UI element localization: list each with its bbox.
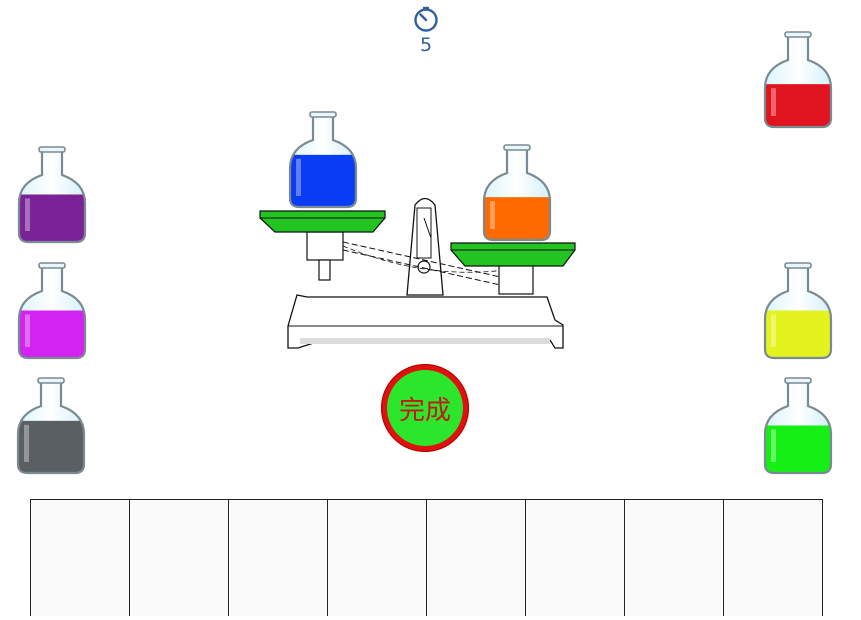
bottle-yellow[interactable]	[761, 261, 835, 361]
answer-slot-1[interactable]	[31, 500, 130, 616]
answer-slot-6[interactable]	[526, 500, 625, 616]
answer-slot-7[interactable]	[625, 500, 724, 616]
bottle-orange[interactable]	[480, 143, 554, 243]
done-button[interactable]: 完成	[381, 364, 469, 452]
timer: 5	[406, 6, 446, 56]
bottle-red[interactable]	[761, 30, 835, 130]
timer-value: 5	[419, 34, 433, 56]
answer-slot-3[interactable]	[229, 500, 328, 616]
answer-slot-5[interactable]	[427, 500, 526, 616]
stopwatch-icon	[406, 6, 446, 32]
answer-slot-2[interactable]	[130, 500, 229, 616]
bottle-gray[interactable]	[14, 376, 88, 476]
bottle-purple[interactable]	[15, 145, 89, 245]
done-button-label: 完成	[387, 370, 463, 446]
answer-slot-4[interactable]	[328, 500, 427, 616]
answer-slots	[30, 499, 823, 616]
answer-slot-8[interactable]	[724, 500, 822, 616]
bottle-blue[interactable]	[286, 110, 360, 210]
balance-scale	[255, 190, 585, 360]
bottle-green[interactable]	[761, 376, 835, 476]
bottle-magenta[interactable]	[15, 261, 89, 361]
